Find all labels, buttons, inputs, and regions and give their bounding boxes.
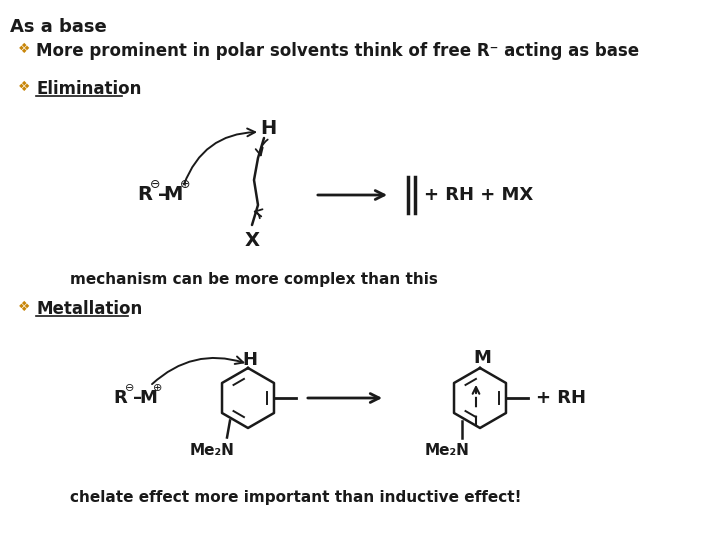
Text: M: M xyxy=(139,389,157,407)
Text: R: R xyxy=(113,389,127,407)
Text: ❖: ❖ xyxy=(18,42,30,56)
Text: ⊖: ⊖ xyxy=(150,179,161,192)
Text: Elimination: Elimination xyxy=(36,80,141,98)
Text: As a base: As a base xyxy=(10,18,107,36)
Text: ⊕: ⊕ xyxy=(180,179,190,192)
Text: –: – xyxy=(133,389,143,407)
Text: mechanism can be more complex than this: mechanism can be more complex than this xyxy=(70,272,438,287)
Text: Me₂N: Me₂N xyxy=(425,443,469,458)
Text: M: M xyxy=(163,186,183,205)
Text: + RH + MX: + RH + MX xyxy=(424,186,534,204)
Text: + RH: + RH xyxy=(536,389,586,407)
Text: Metallation: Metallation xyxy=(36,300,143,318)
Text: ⊖: ⊖ xyxy=(125,383,135,393)
Text: H: H xyxy=(260,118,276,138)
Text: –: – xyxy=(158,186,168,205)
Text: ❖: ❖ xyxy=(18,80,30,94)
Text: More prominent in polar solvents think of free R⁻ acting as base: More prominent in polar solvents think o… xyxy=(36,42,639,60)
Text: X: X xyxy=(245,231,259,249)
Text: ⊕: ⊕ xyxy=(153,383,163,393)
Text: Me₂N: Me₂N xyxy=(189,443,235,458)
Text: ❖: ❖ xyxy=(18,300,30,314)
Text: H: H xyxy=(243,351,258,369)
Text: R: R xyxy=(138,186,153,205)
Text: chelate effect more important than inductive effect!: chelate effect more important than induc… xyxy=(70,490,521,505)
Text: M: M xyxy=(473,349,491,367)
